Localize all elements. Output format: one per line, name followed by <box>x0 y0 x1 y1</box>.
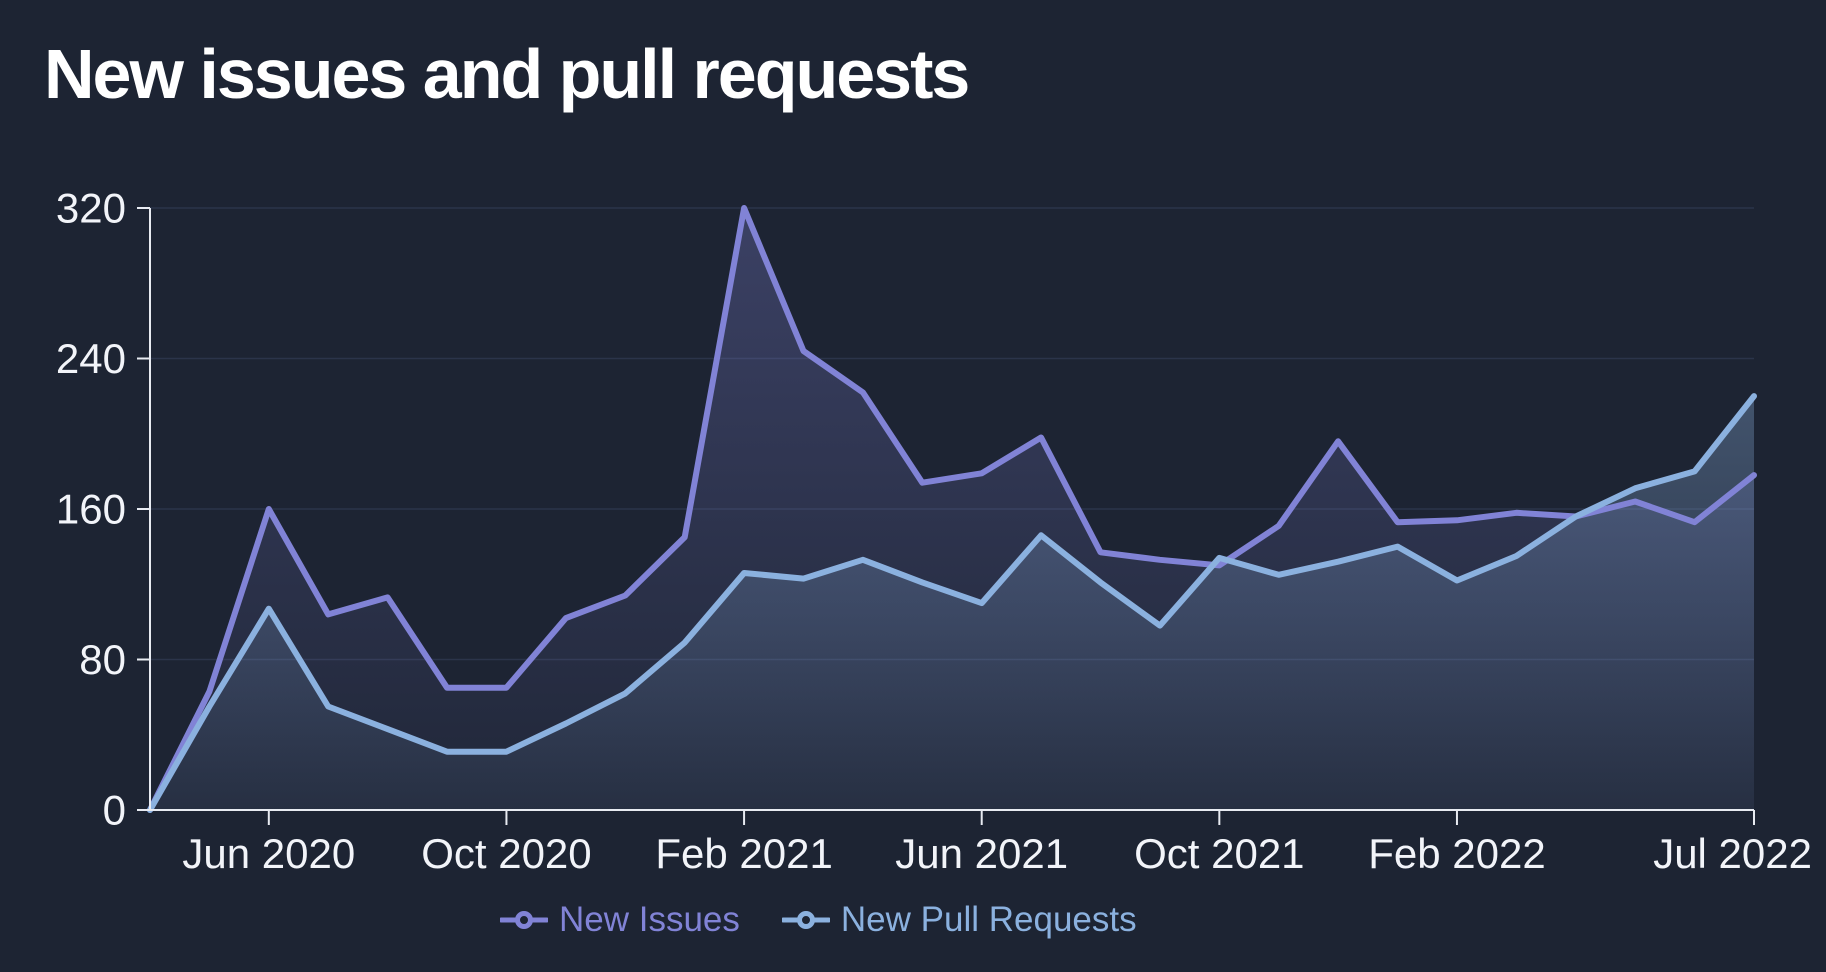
line-circle-marker-icon <box>781 911 830 929</box>
x-tick-label: Oct 2020 <box>421 830 591 877</box>
x-tick-label: Jun 2021 <box>895 830 1068 877</box>
x-tick-label: Oct 2021 <box>1134 830 1304 877</box>
chart-root: 0 80 160 240 320 Jun 2020 Oct 2020 Feb 2021 Jun … <box>56 185 1812 878</box>
chart-legend: New Issues New Pull Requests <box>500 900 1137 940</box>
x-tick-label: Jun 2020 <box>182 830 355 877</box>
y-tick-label: 0 <box>103 787 126 834</box>
plot-area[interactable] <box>150 208 1754 810</box>
y-tick-label: 320 <box>56 185 126 232</box>
line-circle-marker-icon <box>500 911 548 929</box>
legend-label-new-issues: New Issues <box>559 900 740 939</box>
series-area-1 <box>150 396 1754 810</box>
y-tick-label: 240 <box>56 335 126 382</box>
series-line-0 <box>147 205 1757 813</box>
y-tick-label: 160 <box>56 486 126 533</box>
series-line-1 <box>147 393 1757 813</box>
x-tick-label: Feb 2022 <box>1368 830 1545 877</box>
legend-item-new-issues[interactable]: New Issues <box>500 900 740 940</box>
legend-label-new-pull-requests: New Pull Requests <box>840 900 1137 939</box>
y-tick-label: 80 <box>79 636 126 683</box>
legend-item-new-pull-requests[interactable]: New Pull Requests <box>781 900 1137 940</box>
chart-title: New issues and pull requests <box>44 35 970 113</box>
x-tick-label: Feb 2021 <box>655 830 832 877</box>
x-tick-label: Jul 2022 <box>1653 830 1812 877</box>
